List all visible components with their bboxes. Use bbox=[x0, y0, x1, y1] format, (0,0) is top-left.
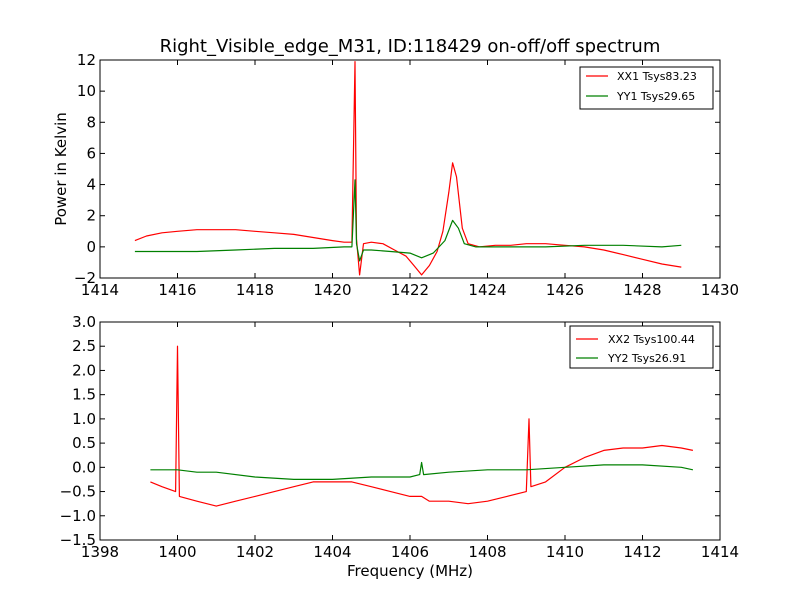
top-legend-box bbox=[579, 66, 714, 110]
bottom-x-tick-label: 1412 bbox=[623, 543, 661, 561]
top-series-line-green bbox=[134, 179, 682, 262]
bottom-x-tick-label: 1400 bbox=[158, 543, 196, 561]
top-x-tick-label: 1424 bbox=[468, 281, 506, 299]
top-y-tick-label: 8 bbox=[86, 113, 96, 131]
bottom-y-tick-label: 2.5 bbox=[72, 337, 96, 355]
bottom-x-tick-label: 1406 bbox=[391, 543, 429, 561]
legend-label-xx2: XX2 Tsys100.44 bbox=[608, 333, 695, 346]
top-y-tick-label: 2 bbox=[86, 207, 96, 225]
top-x-tick-label: 1416 bbox=[158, 281, 196, 299]
bottom-y-tick-label: 1.5 bbox=[72, 386, 96, 404]
top-x-tick-label: 1418 bbox=[236, 281, 274, 299]
bottom-x-tick-label: 1410 bbox=[546, 543, 584, 561]
bottom-y-tick-label: 2.0 bbox=[72, 361, 96, 379]
top-y-tick-label: 0 bbox=[86, 238, 96, 256]
bottom-axis-ticks: 1398 1400 1402 1404 1406 1408 1410 1412 1414 −1.5… bbox=[60, 313, 740, 561]
top-x-tick-label: 1430 bbox=[701, 281, 739, 299]
top-y-tick-label: 12 bbox=[77, 51, 96, 69]
bottom-x-tick-label: 1408 bbox=[468, 543, 506, 561]
top-panel: 1414 1416 1418 1420 1422 1424 1426 1428 1430 −2 0 2… bbox=[52, 51, 739, 299]
top-x-tick-label: 1426 bbox=[546, 281, 584, 299]
bottom-series-layer bbox=[150, 345, 694, 507]
top-x-tick-label: 1428 bbox=[623, 281, 661, 299]
bottom-series-line-red bbox=[150, 345, 694, 507]
bottom-y-tick-label: −0.5 bbox=[60, 483, 96, 501]
top-legend: XX1 Tsys83.23 YY1 Tsys29.65 bbox=[579, 66, 714, 110]
bottom-y-tick-label: 0.5 bbox=[72, 434, 96, 452]
legend-label-yy2: YY2 Tsys26.91 bbox=[607, 352, 686, 365]
bottom-y-tick-label: −1.0 bbox=[60, 507, 96, 525]
legend-label-yy1: YY1 Tsys29.65 bbox=[616, 90, 695, 103]
bottom-legend-box bbox=[569, 325, 714, 369]
top-x-tick-label: 1420 bbox=[313, 281, 351, 299]
bottom-series-line-green bbox=[150, 461, 694, 480]
bottom-y-tick-label: −1.5 bbox=[60, 531, 96, 549]
top-y-tick-label: −2 bbox=[74, 269, 96, 287]
top-y-tick-label: 10 bbox=[77, 82, 96, 100]
bottom-y-tick-label: 3.0 bbox=[72, 313, 96, 331]
bottom-x-tick-label: 1402 bbox=[236, 543, 274, 561]
top-series-layer bbox=[134, 60, 682, 276]
bottom-panel: 1398 1400 1402 1404 1406 1408 1410 1412 1414 −1.5… bbox=[60, 313, 740, 580]
top-y-tick-label: 6 bbox=[86, 144, 96, 162]
top-series-line-red bbox=[134, 60, 682, 276]
chart-title: Right_Visible_edge_M31, ID:118429 on-off… bbox=[160, 36, 661, 57]
top-x-tick-label: 1414 bbox=[81, 281, 119, 299]
bottom-y-tick-label: 0.0 bbox=[72, 458, 96, 476]
bottom-y-tick-label: 1.0 bbox=[72, 410, 96, 428]
y-axis-label: Power in Kelvin bbox=[52, 112, 70, 226]
x-axis-label: Frequency (MHz) bbox=[347, 562, 473, 580]
top-x-tick-label: 1422 bbox=[391, 281, 429, 299]
bottom-x-tick-label: 1414 bbox=[701, 543, 739, 561]
bottom-x-tick-label: 1398 bbox=[81, 543, 119, 561]
legend-label-xx1: XX1 Tsys83.23 bbox=[617, 70, 697, 83]
bottom-x-tick-label: 1404 bbox=[313, 543, 351, 561]
top-y-tick-label: 4 bbox=[86, 176, 96, 194]
top-axis-ticks: 1414 1416 1418 1420 1422 1424 1426 1428 1430 −2 0 2… bbox=[74, 51, 739, 299]
bottom-legend: XX2 Tsys100.44 YY2 Tsys26.91 bbox=[569, 325, 714, 369]
